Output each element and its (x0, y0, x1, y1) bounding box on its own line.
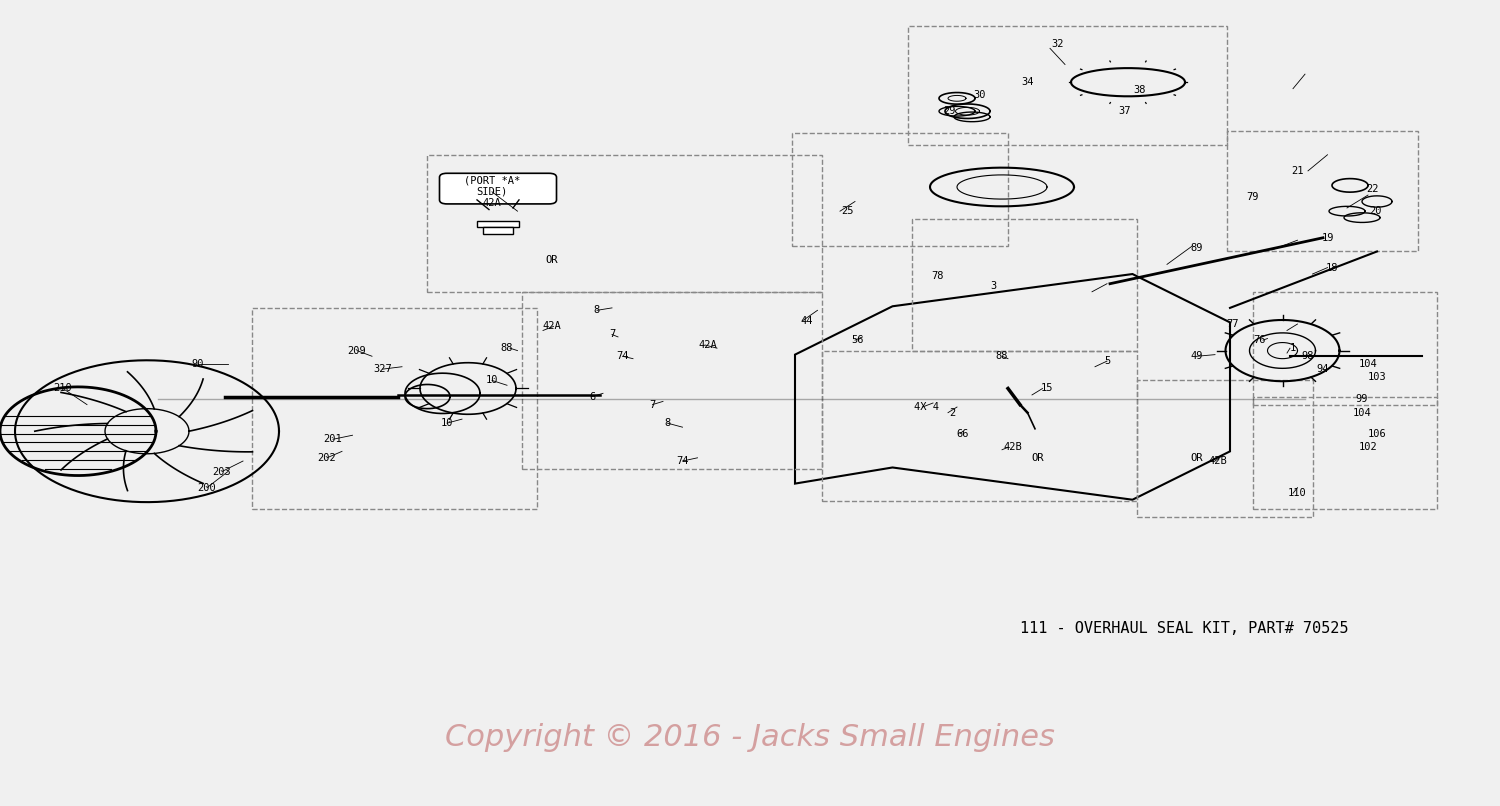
Text: 22: 22 (1366, 185, 1378, 194)
Text: 89: 89 (1191, 243, 1203, 253)
Bar (792, 133, 1008, 246)
FancyBboxPatch shape (440, 173, 556, 204)
Text: 1: 1 (1290, 343, 1296, 353)
Text: 99: 99 (1356, 394, 1368, 404)
Text: 7: 7 (609, 330, 615, 339)
Text: 104: 104 (1359, 359, 1377, 369)
Text: OR: OR (1191, 453, 1203, 463)
Text: 110: 110 (1288, 488, 1306, 498)
Text: 201: 201 (324, 434, 342, 444)
Text: 42B: 42B (1004, 442, 1022, 452)
Text: 2: 2 (950, 408, 956, 418)
Text: 42B: 42B (1209, 456, 1227, 466)
Text: 103: 103 (1368, 372, 1386, 382)
Text: 15: 15 (1041, 384, 1053, 393)
Text: 79: 79 (1246, 193, 1258, 202)
Bar (822, 351, 1137, 501)
Text: 74: 74 (616, 351, 628, 361)
Text: 20: 20 (1370, 206, 1382, 216)
Bar (522, 292, 822, 469)
Text: 29: 29 (944, 106, 956, 116)
Text: 8: 8 (664, 418, 670, 428)
Bar (252, 308, 537, 509)
Text: Copyright © 2016 - Jacks Small Engines: Copyright © 2016 - Jacks Small Engines (446, 723, 1054, 752)
Text: 42A: 42A (543, 322, 561, 331)
Text: 21: 21 (1292, 166, 1304, 176)
Text: OR: OR (546, 255, 558, 264)
Text: 202: 202 (318, 453, 336, 463)
Bar (912, 219, 1137, 351)
Text: 37: 37 (1119, 106, 1131, 116)
Text: 77: 77 (1227, 319, 1239, 329)
Text: 66: 66 (957, 429, 969, 438)
Text: 34: 34 (1022, 77, 1034, 87)
Text: 200: 200 (198, 483, 216, 492)
Text: 19: 19 (1322, 233, 1334, 243)
Bar (1252, 397, 1437, 509)
Text: 111 - OVERHAUL SEAL KIT, PART# 70525: 111 - OVERHAUL SEAL KIT, PART# 70525 (1020, 621, 1348, 636)
Text: 209: 209 (348, 346, 366, 355)
Text: 38: 38 (1134, 85, 1146, 95)
Bar (427, 155, 822, 292)
Bar (1227, 131, 1418, 251)
Text: 78: 78 (932, 271, 944, 280)
Bar (908, 26, 1227, 145)
Text: 30: 30 (974, 90, 986, 100)
Text: 210: 210 (54, 384, 72, 393)
Bar (483, 227, 513, 234)
Text: 25: 25 (842, 206, 854, 216)
Bar (1252, 292, 1437, 405)
Text: 6: 6 (590, 392, 596, 401)
Text: 88: 88 (996, 351, 1008, 361)
Text: 106: 106 (1368, 429, 1386, 438)
Text: 8: 8 (594, 305, 600, 315)
Text: 10: 10 (486, 376, 498, 385)
Text: 49: 49 (1191, 351, 1203, 361)
Bar (477, 221, 519, 227)
Text: 88: 88 (501, 343, 513, 353)
Text: (PORT *A*
SIDE)
42A: (PORT *A* SIDE) 42A (464, 175, 520, 209)
Text: 44: 44 (801, 316, 813, 326)
Text: 74: 74 (676, 456, 688, 466)
Text: 203: 203 (213, 467, 231, 476)
Text: 18: 18 (1326, 263, 1338, 272)
Text: 90: 90 (192, 359, 204, 369)
Text: 98: 98 (1302, 351, 1314, 361)
Text: 76: 76 (1254, 335, 1266, 345)
Text: 3: 3 (990, 281, 996, 291)
Text: OR: OR (1032, 453, 1044, 463)
Text: 94: 94 (1317, 364, 1329, 374)
Text: 327: 327 (374, 364, 392, 374)
Bar (1137, 380, 1312, 517)
Text: 5: 5 (1104, 356, 1110, 366)
Text: 104: 104 (1353, 408, 1371, 418)
Text: 42A: 42A (699, 340, 717, 350)
Text: 10: 10 (441, 418, 453, 428)
Text: 4X 4: 4X 4 (915, 402, 939, 412)
Text: 56: 56 (852, 335, 864, 345)
Text: 7: 7 (650, 400, 656, 409)
Text: 32: 32 (1052, 39, 1064, 49)
Text: 102: 102 (1359, 442, 1377, 452)
